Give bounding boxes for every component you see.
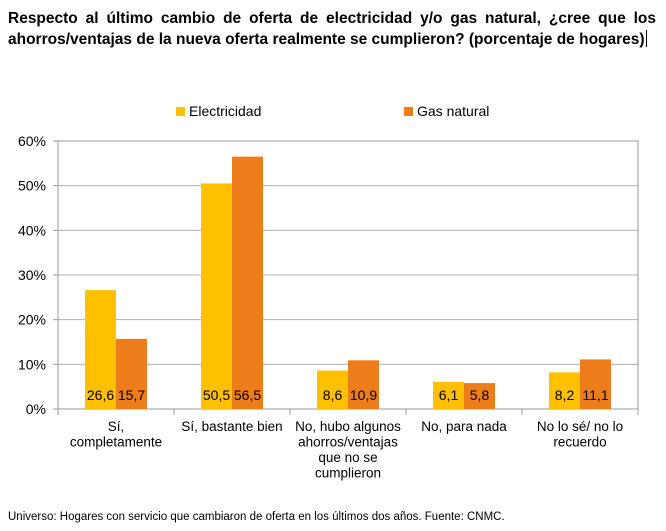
x-category-label: No lo sé/ no lo	[537, 419, 623, 434]
bar-electricidad	[85, 290, 116, 409]
data-label: 11,1	[582, 387, 608, 403]
data-label: 8,2	[555, 387, 575, 403]
x-category-label: No, hubo algunos	[295, 419, 401, 434]
y-tick-label: 20%	[18, 312, 46, 328]
data-label: 56,5	[234, 387, 261, 403]
x-category-label: cumplieron	[315, 466, 381, 481]
data-label: 50,5	[203, 387, 230, 403]
bar-chart: 0% 10% 20% 30% 40% 50% 60% 26,6 15,7 Sí,completam…	[18, 133, 639, 481]
x-category-label: No, para nada	[421, 419, 507, 434]
x-category-label: ahorros/ventajas	[298, 435, 398, 450]
y-tick-label: 60%	[18, 133, 46, 149]
legend-item-electricidad: Electricidad	[176, 103, 261, 119]
x-category-label: Sí, bastante bien	[181, 419, 282, 434]
x-category-label: que no se	[318, 450, 377, 465]
legend-label-electricidad: Electricidad	[189, 103, 262, 119]
legend-item-gas-natural: Gas natural	[404, 103, 489, 119]
data-label: 15,7	[118, 387, 145, 403]
y-tick-label: 50%	[18, 178, 46, 194]
x-category-label: Sí,	[108, 419, 125, 434]
data-label: 5,8	[470, 387, 490, 403]
legend-swatch-gas-natural	[404, 106, 413, 116]
bar-electricidad	[549, 372, 580, 409]
x-category-label: completamente	[70, 435, 162, 450]
text-cursor	[645, 30, 647, 47]
data-label: 6,1	[439, 387, 459, 403]
legend-label-gas-natural: Gas natural	[417, 103, 490, 119]
bar-electricidad	[201, 183, 232, 409]
bar-gas-natural	[116, 338, 147, 409]
y-tick-label: 10%	[18, 356, 46, 372]
bar-gas-natural	[580, 359, 611, 409]
bar-electricidad	[317, 370, 348, 409]
chart-title: Respecto al último cambio de oferta de e…	[8, 10, 656, 48]
data-label: 8,6	[323, 387, 343, 403]
data-label: 10,9	[350, 387, 377, 403]
bar-gas-natural	[232, 156, 263, 409]
legend-swatch-electricidad	[176, 106, 185, 116]
x-category-label: recuerdo	[553, 435, 606, 450]
bar-gas-natural	[464, 383, 495, 409]
data-label: 26,6	[87, 387, 114, 403]
bar-gas-natural	[348, 360, 379, 409]
y-tick-label: 30%	[18, 267, 46, 283]
source-note: Universo: Hogares con servicio que cambi…	[8, 511, 505, 523]
bar-electricidad	[433, 381, 464, 409]
y-tick-label: 0%	[26, 401, 46, 417]
y-tick-label: 40%	[18, 222, 46, 238]
legend: Electricidad Gas natural	[0, 103, 666, 123]
